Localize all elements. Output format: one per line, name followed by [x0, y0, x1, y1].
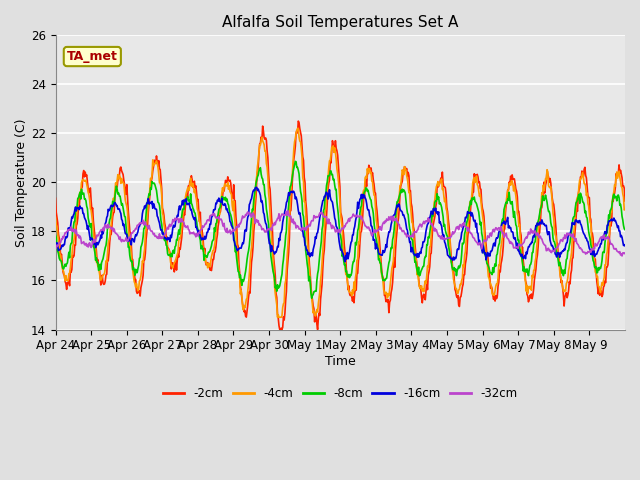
-8cm: [291, 158, 299, 164]
Text: TA_met: TA_met: [67, 50, 118, 63]
Line: -16cm: -16cm: [56, 187, 625, 262]
-32cm: [400, 228, 408, 234]
-8cm: [252, 187, 259, 192]
-16cm: [223, 206, 231, 212]
-2cm: [223, 180, 231, 185]
-32cm: [621, 251, 629, 257]
-32cm: [432, 228, 440, 234]
-16cm: [52, 240, 60, 246]
-2cm: [294, 118, 302, 124]
-32cm: [273, 217, 280, 223]
-8cm: [621, 227, 629, 232]
-4cm: [294, 125, 301, 131]
-2cm: [401, 164, 408, 169]
-16cm: [274, 243, 282, 249]
-4cm: [433, 184, 440, 190]
Title: Alfalfa Soil Temperatures Set A: Alfalfa Soil Temperatures Set A: [222, 15, 458, 30]
-4cm: [273, 302, 280, 308]
-16cm: [433, 210, 440, 216]
-8cm: [118, 201, 126, 206]
-4cm: [252, 194, 259, 200]
-2cm: [52, 195, 60, 201]
X-axis label: Time: Time: [325, 355, 356, 368]
-16cm: [401, 215, 408, 220]
-16cm: [341, 259, 349, 264]
-32cm: [118, 237, 126, 242]
-2cm: [252, 204, 259, 210]
-16cm: [253, 184, 260, 190]
-2cm: [433, 200, 440, 206]
-32cm: [52, 246, 60, 252]
Y-axis label: Soil Temperature (C): Soil Temperature (C): [15, 118, 28, 247]
-16cm: [252, 185, 259, 191]
-2cm: [276, 326, 284, 332]
-8cm: [308, 295, 316, 301]
-8cm: [401, 188, 408, 194]
-8cm: [273, 288, 280, 294]
-8cm: [433, 199, 440, 204]
-8cm: [223, 196, 231, 202]
-2cm: [273, 295, 280, 300]
-32cm: [284, 208, 292, 214]
-4cm: [118, 180, 126, 185]
-4cm: [223, 183, 231, 189]
Legend: -2cm, -4cm, -8cm, -16cm, -32cm: -2cm, -4cm, -8cm, -16cm, -32cm: [158, 383, 522, 405]
-2cm: [118, 170, 126, 176]
-16cm: [621, 243, 629, 249]
-16cm: [118, 218, 126, 224]
-32cm: [252, 220, 259, 226]
Line: -32cm: -32cm: [56, 211, 625, 256]
-32cm: [618, 253, 626, 259]
Line: -2cm: -2cm: [56, 121, 625, 329]
-2cm: [621, 198, 629, 204]
-32cm: [223, 226, 231, 231]
Line: -8cm: -8cm: [56, 161, 625, 298]
-4cm: [274, 314, 282, 320]
-4cm: [52, 214, 60, 220]
-8cm: [52, 232, 60, 238]
-4cm: [401, 164, 408, 169]
Line: -4cm: -4cm: [56, 128, 625, 317]
-4cm: [621, 206, 629, 212]
